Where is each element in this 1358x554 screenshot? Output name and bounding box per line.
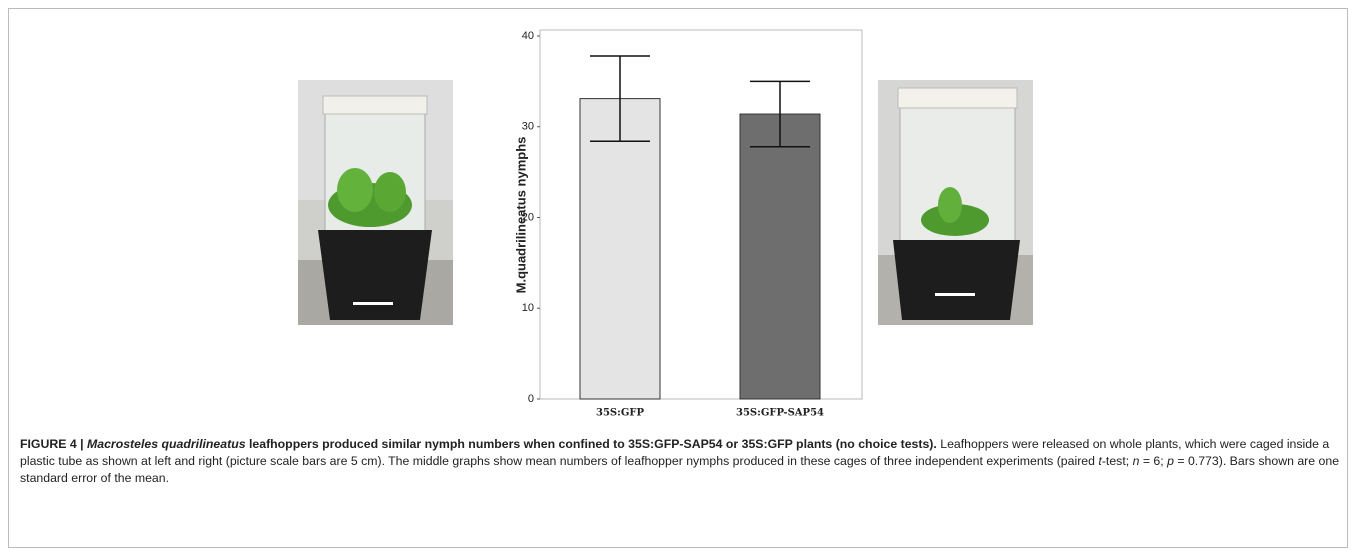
y-tick-label: 10 <box>522 302 534 314</box>
caption-text: -test; <box>1101 454 1133 468</box>
caption-text: n <box>1132 454 1140 468</box>
plot-frame <box>539 29 863 400</box>
figure-frame <box>8 8 1348 548</box>
y-tick-label: 30 <box>522 121 534 133</box>
caption-text: Leafhoppers were released on whole plant… <box>20 437 1330 468</box>
caption-text: p <box>1167 454 1174 468</box>
photo-right <box>878 80 1033 325</box>
x-tick-label: 35S:GFP-SAP54 <box>736 408 824 419</box>
y-tick-label: 20 <box>522 211 534 223</box>
x-tick-label: 35S:GFP <box>596 408 644 419</box>
caption-text: = 6; <box>1139 454 1168 468</box>
caption-title: leafhoppers produced similar nymph numbe… <box>248 437 937 451</box>
y-axis-label: M.quadrilineatus nymphs <box>513 137 528 294</box>
figure: M.quadrilineatus nymphs 0 10 20 30 40 35S:GFP… <box>298 29 1033 419</box>
y-tick-label: 40 <box>522 30 534 42</box>
bar <box>579 98 661 400</box>
bar <box>739 113 821 400</box>
caption-species: Macrosteles quadrilineatus <box>87 437 246 451</box>
caption: FIGURE 4 | Macrosteles quadrilineatus le… <box>20 436 1340 487</box>
y-tick-label: 0 <box>528 393 534 405</box>
caption-text: t <box>1098 454 1102 468</box>
photo-left <box>298 80 453 325</box>
caption-text: = 0.773). Bars shown are one standard er… <box>20 454 1340 485</box>
caption-body: Leafhoppers were released on whole plant… <box>20 437 1339 485</box>
figure-label: FIGURE 4 | <box>20 437 84 451</box>
